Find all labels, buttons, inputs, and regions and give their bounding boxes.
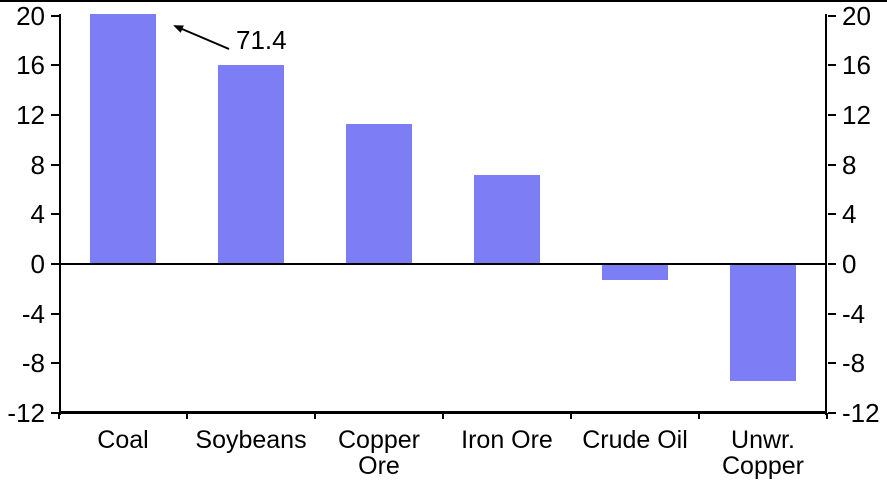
y-axis-tick-label-left: 16 bbox=[16, 50, 45, 81]
x-tick bbox=[186, 413, 188, 419]
y-axis-tick-label-right: 4 bbox=[842, 199, 857, 230]
y-axis-tick-label-left: -12 bbox=[7, 398, 45, 428]
annotation-arrow-icon bbox=[173, 25, 230, 50]
bar-coal bbox=[90, 14, 156, 264]
y-axis-tick-label-right: -12 bbox=[842, 398, 880, 428]
y-tick-left bbox=[51, 312, 59, 315]
y-axis-tick-label-left: 4 bbox=[30, 199, 45, 230]
y-tick-right bbox=[828, 213, 836, 216]
y-axis-tick-label-left: 12 bbox=[16, 100, 45, 130]
x-tick bbox=[698, 413, 700, 419]
y-axis-left-line bbox=[59, 14, 61, 415]
bar-copper-ore bbox=[346, 123, 412, 264]
x-axis-category-label-unwr-copper: Unwr. Copper bbox=[722, 426, 804, 480]
y-axis-tick-label-right: 12 bbox=[842, 100, 871, 130]
y-axis-tick-label-right: 0 bbox=[842, 249, 857, 279]
y-tick-left bbox=[51, 114, 59, 116]
bar-soybeans bbox=[218, 65, 284, 264]
y-tick-left bbox=[51, 263, 59, 265]
y-tick-right bbox=[828, 362, 836, 365]
y-axis-tick-label-right: -8 bbox=[842, 348, 866, 379]
y-tick-right bbox=[828, 114, 836, 116]
y-axis-tick-label-left: -4 bbox=[21, 298, 45, 329]
bar-unwr-copper bbox=[730, 264, 796, 381]
y-tick-left bbox=[51, 362, 59, 365]
y-axis-tick-label-right: 20 bbox=[842, 0, 871, 31]
plot-area bbox=[59, 14, 827, 415]
x-axis-category-label-crude-oil: Crude Oil bbox=[582, 426, 688, 454]
y-axis-tick-label-right: -4 bbox=[842, 298, 866, 329]
x-axis-category-label-soybeans: Soybeans bbox=[195, 426, 307, 454]
y-tick-right bbox=[828, 312, 836, 315]
bars-container bbox=[59, 14, 827, 413]
y-axis-tick-label-right: 16 bbox=[842, 50, 871, 81]
y-tick-right bbox=[828, 412, 836, 414]
y-axis-tick-label-right: 8 bbox=[842, 149, 857, 180]
y-axis-tick-label-left: -8 bbox=[21, 348, 45, 379]
y-tick-right bbox=[828, 163, 836, 166]
chart-top-border bbox=[0, 0, 887, 2]
y-tick-left bbox=[51, 14, 59, 17]
x-axis-line bbox=[59, 411, 827, 414]
y-tick-left bbox=[51, 412, 59, 414]
x-axis-category-label-coal: Coal bbox=[97, 426, 149, 454]
annotation-value-label: 71.4 bbox=[236, 25, 287, 55]
x-axis-category-label-iron-ore: Iron Ore bbox=[461, 426, 553, 454]
y-tick-left bbox=[51, 64, 59, 67]
y-axis-tick-label-left: 20 bbox=[16, 0, 45, 31]
x-tick bbox=[442, 413, 444, 419]
bar-iron-ore bbox=[474, 174, 540, 264]
x-tick bbox=[570, 413, 572, 419]
y-axis-tick-label-left: 8 bbox=[30, 149, 45, 180]
x-tick bbox=[314, 413, 316, 419]
x-tick bbox=[58, 413, 60, 419]
y-tick-right bbox=[828, 263, 836, 265]
y-tick-left bbox=[51, 213, 59, 216]
x-axis-category-label-copper-ore: Copper Ore bbox=[338, 426, 420, 480]
x-tick bbox=[826, 413, 828, 419]
zero-line bbox=[59, 263, 827, 265]
y-tick-right bbox=[828, 64, 836, 67]
y-axis-tick-label-left: 0 bbox=[30, 249, 45, 279]
bar-crude-oil bbox=[602, 264, 668, 281]
y-tick-left bbox=[51, 163, 59, 166]
y-tick-right bbox=[828, 14, 836, 17]
y-axis-right-line bbox=[825, 14, 827, 415]
